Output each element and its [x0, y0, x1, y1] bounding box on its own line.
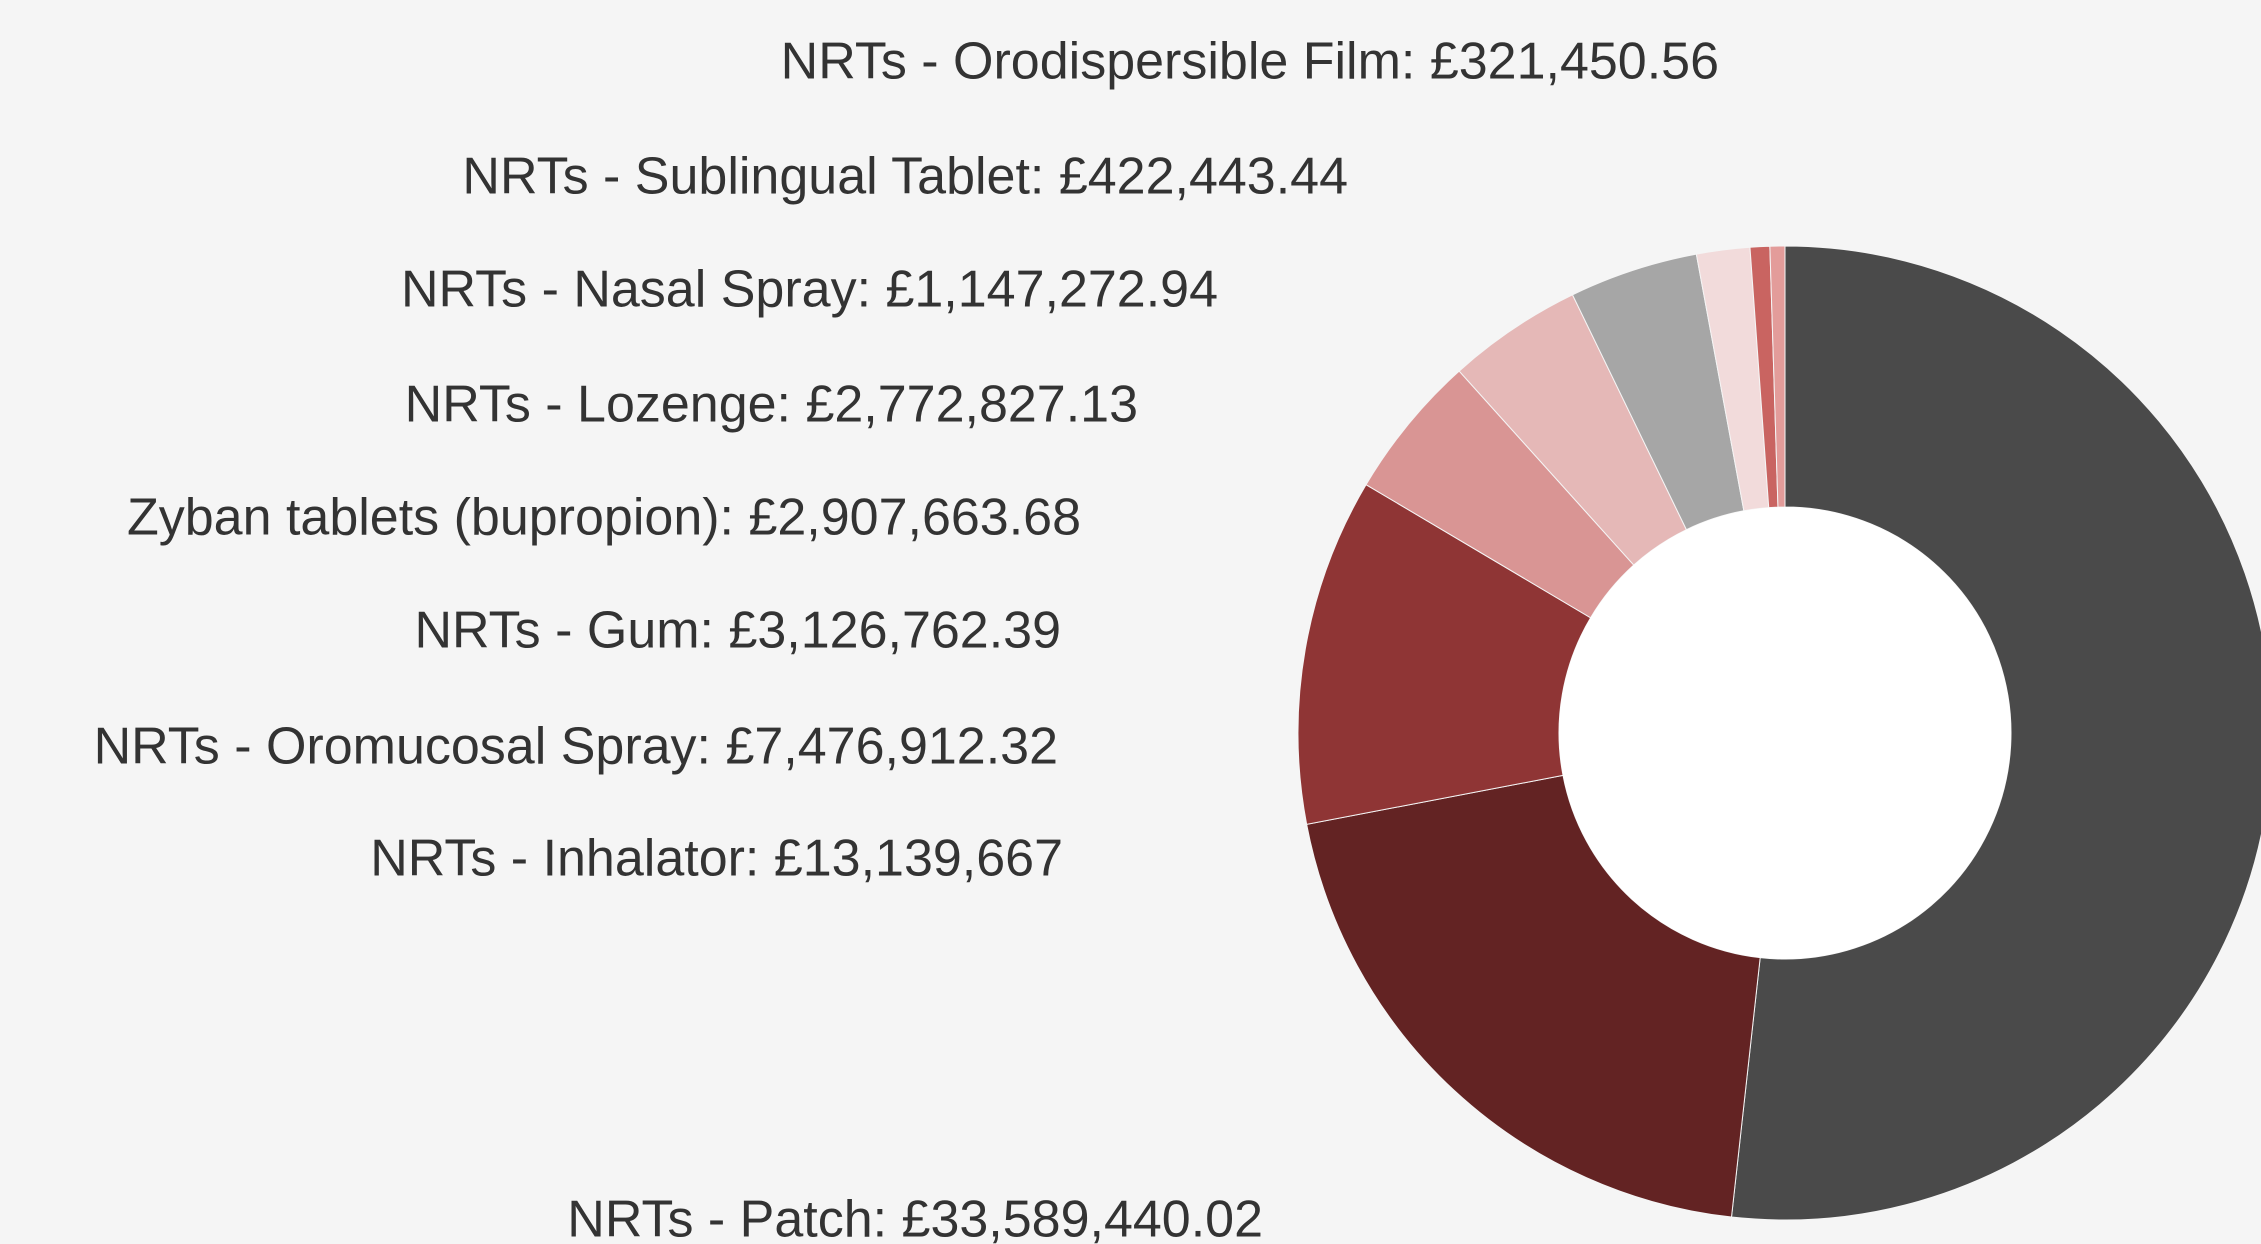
slice-label: Zyban tablets (bupropion): £2,907,663.68 [127, 489, 1081, 547]
slice-label: NRTs - Lozenge: £2,772,827.13 [405, 376, 1138, 434]
slice-label: NRTs - Orodispersible Film: £321,450.56 [781, 33, 1719, 91]
slice-label: NRTs - Sublingual Tablet: £422,443.44 [462, 148, 1348, 206]
donut-hole [1559, 507, 2011, 959]
slice-label: NRTs - Patch: £33,589,440.02 [567, 1191, 1263, 1244]
slice-label: NRTs - Nasal Spray: £1,147,272.94 [401, 261, 1218, 319]
slice-label: NRTs - Inhalator: £13,139,667 [370, 830, 1063, 888]
slice-label: NRTs - Gum: £3,126,762.39 [415, 602, 1062, 660]
slice-label: NRTs - Oromucosal Spray: £7,476,912.32 [94, 718, 1058, 776]
